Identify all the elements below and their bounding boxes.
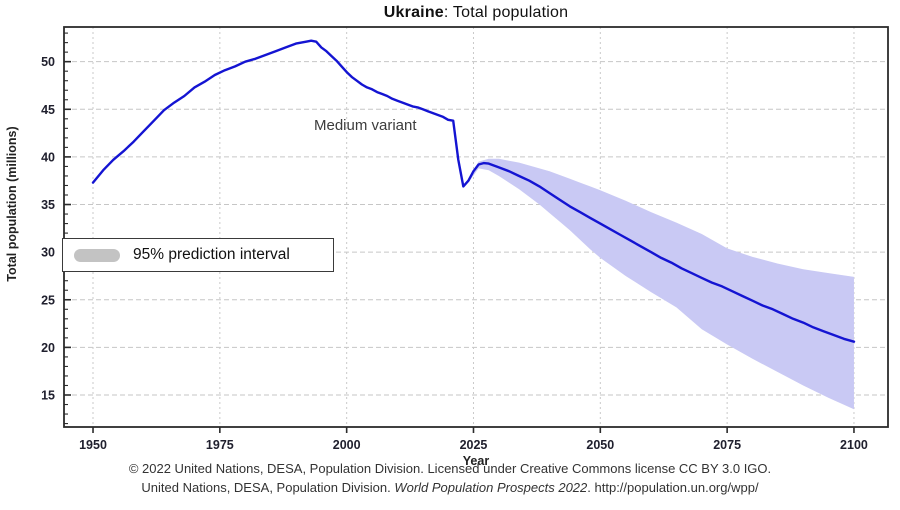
y-tick-label: 25 [41, 293, 55, 307]
footer-attribution: © 2022 United Nations, DESA, Population … [0, 459, 900, 497]
x-tick-label: 2075 [713, 438, 741, 452]
plot-border [63, 26, 889, 428]
legend-label: 95% prediction interval [133, 246, 290, 263]
y-tick-label: 40 [41, 150, 55, 164]
y-tick-label: 35 [41, 198, 55, 212]
x-tick-label: 1950 [79, 438, 107, 452]
x-tick-label: 2100 [840, 438, 868, 452]
legend-box: 95% prediction interval [62, 238, 334, 272]
y-tick-label: 50 [41, 55, 55, 69]
chart-title: Ukraine: Total population [64, 4, 888, 22]
y-tick-label: 45 [41, 103, 55, 117]
chart-title-country: Ukraine [383, 4, 444, 21]
y-tick-label: 20 [41, 341, 55, 355]
medium-variant-annotation: Medium variant [314, 117, 417, 134]
footer-line-2: United Nations, DESA, Population Divisio… [141, 480, 759, 495]
y-tick-label: 30 [41, 246, 55, 260]
chart-title-rest: : Total population [443, 4, 569, 21]
x-tick-label: 2000 [333, 438, 361, 452]
footer-publication-title: World Population Prospects 2022 [394, 480, 588, 495]
prediction-interval-band [468, 158, 854, 410]
x-tick-label: 2050 [586, 438, 614, 452]
prediction-interval-swatch [74, 248, 120, 262]
y-axis-label: Total population (millions) [5, 126, 19, 282]
x-tick-label: 2025 [460, 438, 488, 452]
x-tick-label: 1975 [206, 438, 234, 452]
y-tick-label: 15 [41, 389, 55, 403]
x-axis-label: Year [462, 454, 490, 468]
medium-variant-line [91, 39, 856, 343]
footer-line-1: © 2022 United Nations, DESA, Population … [128, 461, 772, 476]
